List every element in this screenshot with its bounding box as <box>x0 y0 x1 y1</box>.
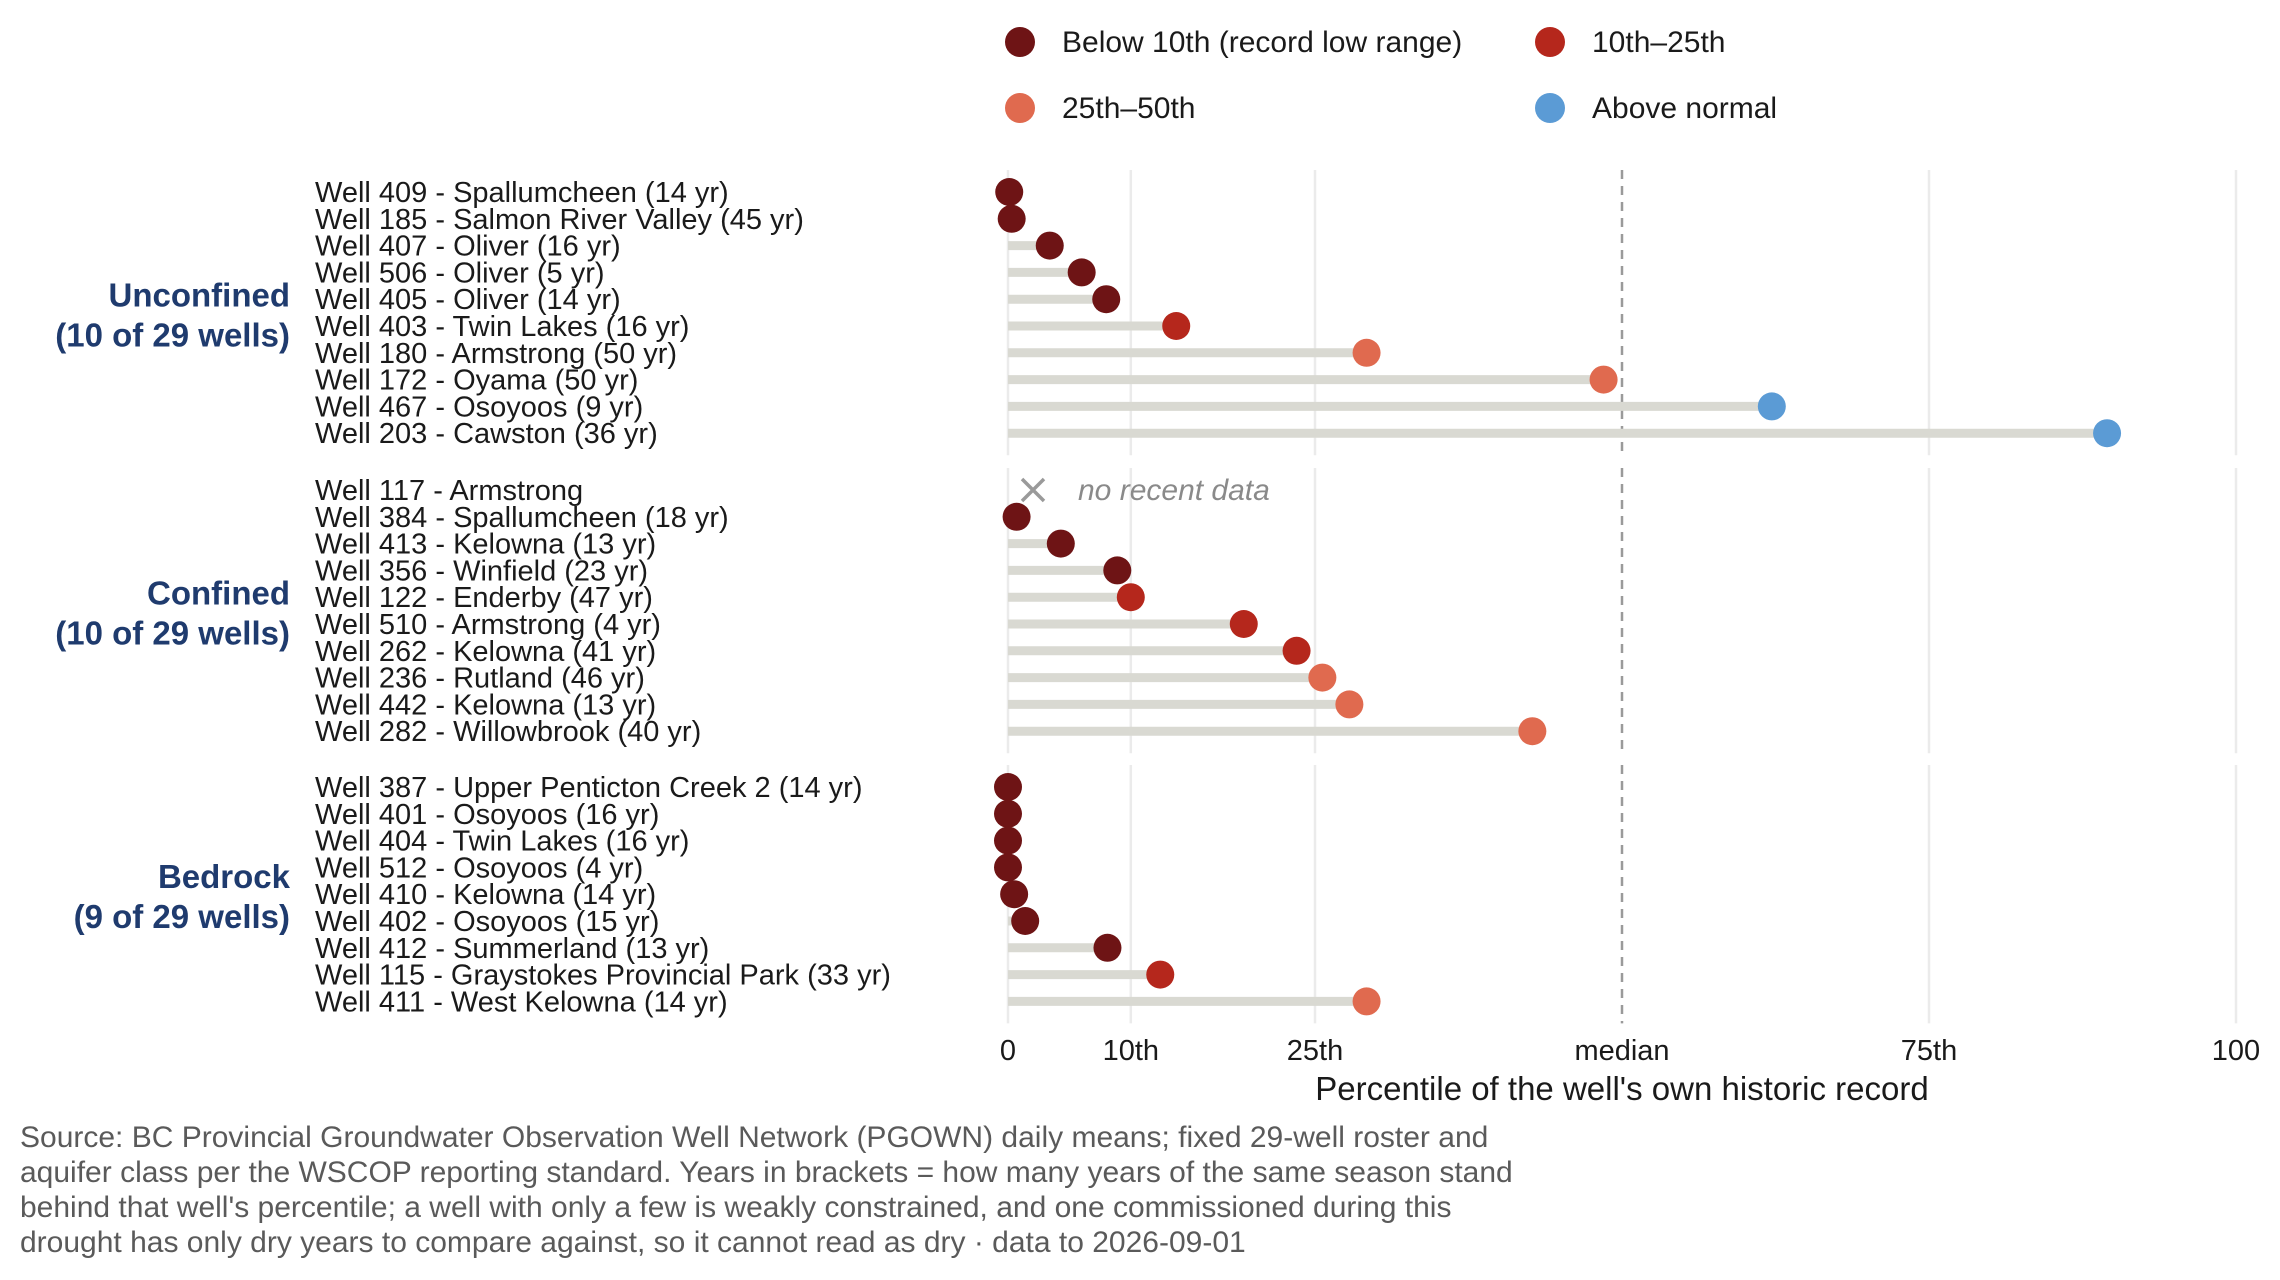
well-label: Well 384 - Spallumcheen (18 yr) <box>315 502 729 534</box>
no-data-marker <box>1020 477 1046 503</box>
legend-label: Below 10th (record low range) <box>1062 26 1462 59</box>
x-axis-title: Percentile of the well's own historic re… <box>1315 1070 1928 1107</box>
legend-label: Above normal <box>1592 92 1777 125</box>
group-count-label: (9 of 29 wells) <box>74 898 290 935</box>
legend-item-below10: Below 10th (record low range) <box>1005 26 1462 59</box>
lollipop-point <box>1162 312 1191 340</box>
well-label: Well 512 - Osoyoos (4 yr) <box>315 852 643 884</box>
well-label: Well 115 - Graystokes Provincial Park (3… <box>315 960 891 992</box>
well-label: Well 467 - Osoyoos (9 yr) <box>315 391 643 423</box>
well-label: Well 510 - Armstrong (4 yr) <box>315 609 661 641</box>
well-label: Well 407 - Oliver (16 yr) <box>315 231 621 263</box>
well-label: Well 402 - Osoyoos (15 yr) <box>315 906 659 938</box>
well-label: Well 412 - Summerland (13 yr) <box>315 933 709 965</box>
panel-confined: Confined(10 of 29 wells) Well 117 - Armst… <box>55 468 2238 754</box>
lollipop-point <box>1352 987 1381 1016</box>
legend-swatch <box>1535 93 1565 123</box>
well-label: Well 185 - Salmon River Valley (45 yr) <box>315 204 804 236</box>
well-label: Well 262 - Kelowna (41 yr) <box>315 636 656 668</box>
legend-swatch <box>1005 93 1035 123</box>
group-count-label: (10 of 29 wells) <box>55 615 290 652</box>
well-label: Well 172 - Oyama (50 yr) <box>315 365 638 397</box>
lollipop-point <box>1282 636 1311 665</box>
lollipop-point <box>1589 365 1618 394</box>
lollipop-point <box>997 204 1026 233</box>
lollipop-point <box>994 826 1022 855</box>
lollipop-point <box>1067 258 1096 287</box>
well-label: Well 236 - Rutland (46 yr) <box>315 663 645 695</box>
x-tick-label: 10th <box>1103 1035 1159 1067</box>
lollipop-point <box>1046 529 1075 558</box>
lollipop-point <box>1352 338 1381 367</box>
lollipop-point <box>1000 880 1029 909</box>
lollipop-point <box>1011 907 1040 935</box>
well-label: Well 401 - Osoyoos (16 yr) <box>315 799 659 831</box>
legend-item-above: Above normal <box>1535 92 1777 125</box>
group-label: Confined <box>147 575 290 612</box>
well-label: Well 203 - Cawston (36 yr) <box>315 418 658 450</box>
lollipop-point <box>1035 231 1064 260</box>
lollipop-point <box>1092 285 1121 314</box>
lollipop-point <box>994 773 1022 801</box>
well-label: Well 387 - Upper Penticton Creek 2 (14 y… <box>315 772 862 804</box>
group-label: Unconfined <box>109 277 290 314</box>
lollipop-point <box>1335 690 1364 719</box>
well-label: Well 410 - Kelowna (14 yr) <box>315 879 656 911</box>
legend-label: 25th–50th <box>1062 92 1195 125</box>
well-label: Well 413 - Kelowna (13 yr) <box>315 529 656 561</box>
source-caption: Source: BC Provincial Groundwater Observ… <box>20 1120 1720 1260</box>
well-label: Well 117 - Armstrong <box>315 475 583 507</box>
x-tick-label: 75th <box>1901 1035 1957 1067</box>
legend-swatch <box>1535 27 1565 57</box>
lollipop-point <box>1229 610 1258 638</box>
well-label: Well 405 - Oliver (14 yr) <box>315 284 621 316</box>
lollipop-point <box>994 853 1022 882</box>
caption-line: aquifer class per the WSCOP reporting st… <box>20 1156 1513 1189</box>
x-tick-label: 0 <box>1000 1035 1016 1067</box>
well-label: Well 180 - Armstrong (50 yr) <box>315 338 677 370</box>
caption-line: drought has only dry years to compare ag… <box>20 1226 1246 1259</box>
x-tick-label: 25th <box>1287 1035 1343 1067</box>
lollipop-point <box>2093 419 2122 448</box>
group-label: Bedrock <box>158 858 291 895</box>
no-data-annotation: no recent data <box>1078 474 1270 507</box>
lollipop-point <box>1093 933 1122 962</box>
chart-panels: Unconfined(10 of 29 wells)Well 409 - Spa… <box>55 170 2238 1024</box>
legend: Below 10th (record low range) 10th–25th 25… <box>1005 26 1777 125</box>
legend-item-p10_25: 10th–25th <box>1535 26 1725 59</box>
well-label: Well 356 - Winfield (23 yr) <box>315 555 648 587</box>
lollipop-point <box>1002 502 1031 531</box>
x-axis: 0 10th 25th median 75th 100 Percentile of the … <box>1000 1035 2260 1107</box>
caption-line: Source: BC Provincial Groundwater Observ… <box>20 1121 1489 1154</box>
lollipop-point <box>1308 663 1337 692</box>
lollipop-point <box>1518 717 1547 746</box>
x-tick-label: median <box>1574 1035 1669 1067</box>
well-label: Well 442 - Kelowna (13 yr) <box>315 689 656 721</box>
group-count-label: (10 of 29 wells) <box>55 317 290 354</box>
lollipop-point <box>994 799 1022 828</box>
lollipop-point <box>1116 583 1145 612</box>
panel-unconfined: Unconfined(10 of 29 wells) Well 409 - Spa… <box>55 170 2238 456</box>
lollipop-point <box>1103 556 1132 585</box>
lollipop-point <box>1146 960 1175 989</box>
well-label: Well 411 - West Kelowna (14 yr) <box>315 986 728 1018</box>
lollipop-point <box>1757 392 1786 421</box>
well-label: Well 403 - Twin Lakes (16 yr) <box>315 311 689 343</box>
well-label: Well 404 - Twin Lakes (16 yr) <box>315 826 689 858</box>
legend-swatch <box>1005 27 1035 57</box>
well-label: Well 506 - Oliver (5 yr) <box>315 257 605 289</box>
panel-bedrock: Bedrock(9 of 29 wells) Well 387 - Upper P… <box>74 765 2238 1024</box>
legend-label: 10th–25th <box>1592 26 1725 59</box>
legend-item-p25_50: 25th–50th <box>1005 92 1195 125</box>
well-label: Well 122 - Enderby (47 yr) <box>315 582 653 614</box>
x-tick-label: 100 <box>2212 1035 2260 1067</box>
caption-line: behind that well's percentile; a well wi… <box>20 1191 1452 1224</box>
well-label: Well 409 - Spallumcheen (14 yr) <box>315 177 729 209</box>
lollipop-point <box>995 178 1024 206</box>
well-label: Well 282 - Willowbrook (40 yr) <box>315 716 701 748</box>
